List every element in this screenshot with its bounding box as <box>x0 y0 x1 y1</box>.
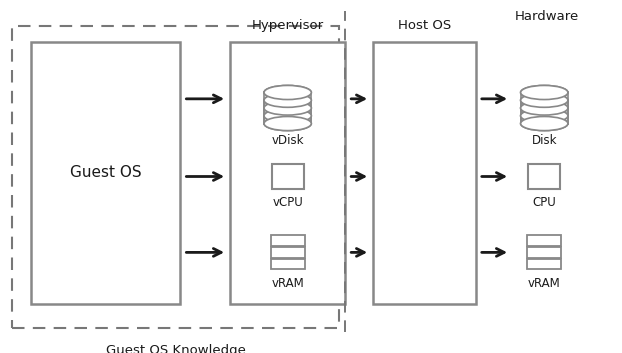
FancyBboxPatch shape <box>271 164 304 189</box>
FancyBboxPatch shape <box>521 116 568 124</box>
Ellipse shape <box>521 93 568 107</box>
Ellipse shape <box>264 109 312 123</box>
Text: Disk: Disk <box>532 134 557 147</box>
Text: Guest OS: Guest OS <box>70 166 142 180</box>
Ellipse shape <box>521 116 568 131</box>
Ellipse shape <box>521 116 568 131</box>
Text: vCPU: vCPU <box>272 196 303 209</box>
Ellipse shape <box>521 85 568 100</box>
Text: Guest OS Knowledge: Guest OS Knowledge <box>106 344 246 353</box>
FancyBboxPatch shape <box>528 164 560 189</box>
FancyBboxPatch shape <box>373 42 476 304</box>
Ellipse shape <box>521 109 568 123</box>
FancyBboxPatch shape <box>521 108 568 116</box>
Ellipse shape <box>521 101 568 115</box>
Text: vRAM: vRAM <box>528 277 560 290</box>
FancyBboxPatch shape <box>230 42 345 304</box>
Text: Hypervisor: Hypervisor <box>252 19 323 32</box>
FancyBboxPatch shape <box>31 42 180 304</box>
Text: CPU: CPU <box>532 196 556 209</box>
Text: Hardware: Hardware <box>515 10 580 23</box>
FancyBboxPatch shape <box>271 259 305 269</box>
Text: vRAM: vRAM <box>271 277 304 290</box>
FancyBboxPatch shape <box>264 108 312 116</box>
Ellipse shape <box>521 109 568 123</box>
Ellipse shape <box>264 93 312 107</box>
Ellipse shape <box>264 116 312 131</box>
Text: vDisk: vDisk <box>271 134 304 147</box>
Ellipse shape <box>264 93 312 107</box>
Ellipse shape <box>521 101 568 115</box>
Ellipse shape <box>264 85 312 100</box>
FancyBboxPatch shape <box>527 235 561 246</box>
FancyBboxPatch shape <box>265 92 311 124</box>
Ellipse shape <box>521 85 568 100</box>
Ellipse shape <box>264 101 312 115</box>
Ellipse shape <box>264 101 312 115</box>
FancyBboxPatch shape <box>271 235 305 246</box>
FancyBboxPatch shape <box>264 100 312 108</box>
FancyBboxPatch shape <box>264 116 312 124</box>
Ellipse shape <box>264 116 312 131</box>
FancyBboxPatch shape <box>527 247 561 258</box>
Ellipse shape <box>264 109 312 123</box>
Bar <box>12 26 339 328</box>
FancyBboxPatch shape <box>521 92 567 124</box>
Text: Host OS: Host OS <box>398 19 451 32</box>
Ellipse shape <box>521 93 568 107</box>
Ellipse shape <box>264 85 312 100</box>
FancyBboxPatch shape <box>521 100 568 108</box>
FancyBboxPatch shape <box>527 259 561 269</box>
FancyBboxPatch shape <box>271 247 305 258</box>
